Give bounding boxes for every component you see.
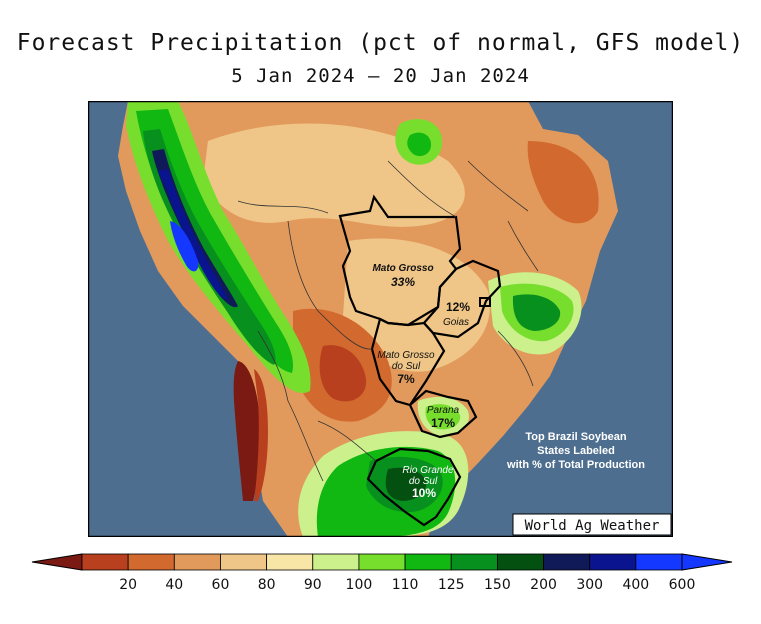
wet-zone-east-core	[512, 294, 561, 331]
state-name-line2: do Sul	[392, 361, 421, 372]
legend-tick-label: 110	[392, 577, 419, 593]
legend-swatch	[312, 553, 360, 571]
precipitation-map: Mato Grosso 33% 12% Goias Mato Grosso do…	[88, 101, 673, 537]
dry-zone-west-core	[319, 345, 367, 402]
legend-swatch	[266, 553, 314, 571]
legend-swatch	[358, 553, 406, 571]
chile-dry-strip-edge	[254, 369, 268, 501]
parana-outline	[408, 389, 478, 439]
state-pct: 7%	[397, 372, 415, 386]
wet-zone-parana-core	[425, 404, 461, 430]
note-line-3: with % of Total Production	[506, 459, 645, 471]
map-note: Top Brazil Soybean States Labeled with %…	[506, 431, 645, 471]
legend-swatch	[173, 553, 221, 571]
goias-outline	[422, 259, 502, 339]
andes-peak-rain	[170, 221, 199, 272]
state-name-line2: do Sul	[409, 476, 438, 487]
legend-colorbar: 20 40 60 80 90 100 110 125 150 200 300 400 600	[31, 553, 733, 593]
state-pct: 10%	[412, 486, 436, 500]
legend-arrow-low	[31, 553, 83, 571]
legend-tick-label: 80	[258, 577, 276, 593]
legend-swatch	[220, 553, 268, 571]
legend-tick-label: 600	[669, 577, 696, 593]
credit-box	[512, 513, 672, 536]
legend-tick-label: 60	[212, 577, 230, 593]
legend-tick-label: 150	[484, 577, 511, 593]
label-mato-grosso: Mato Grosso 33%	[372, 263, 433, 289]
legend-swatch	[496, 553, 544, 571]
state-name-line1: Mato Grosso	[377, 350, 435, 361]
mato-grosso-do-sul-outline	[370, 317, 446, 407]
legend-tick-label: 90	[304, 577, 322, 593]
map-title: Forecast Precipitation (pct of normal, G…	[16, 30, 745, 56]
date-range: 5 Jan 2024 — 20 Jan 2024	[231, 65, 530, 87]
chile-dry-strip	[233, 361, 261, 501]
legend-swatch	[635, 553, 683, 571]
legend-swatch	[589, 553, 637, 571]
state-name: Mato Grosso	[372, 263, 433, 274]
legend-tick-label: 400	[622, 577, 649, 593]
federal-district-outline	[479, 297, 491, 307]
state-name: Goias	[443, 317, 469, 328]
legend-tick-label: 100	[346, 577, 373, 593]
legend-tick-label: 40	[165, 577, 183, 593]
wet-zone-south-max	[385, 467, 427, 501]
label-parana: Parana 17%	[427, 405, 460, 430]
andes-heaviest-rain	[158, 169, 228, 300]
legend-tick-label: 125	[438, 577, 465, 593]
legend-swatch	[81, 553, 129, 571]
wet-spot-north-core	[407, 132, 432, 157]
legend-tick-label: 20	[119, 577, 137, 593]
state-pct: 17%	[431, 416, 455, 430]
country-borders	[237, 160, 539, 482]
legend-swatch	[127, 553, 175, 571]
label-rio-grande-do-sul: Rio Grande do Sul 10%	[402, 465, 454, 500]
legend-swatch	[450, 553, 498, 571]
legend-tick-label: 200	[530, 577, 557, 593]
dry-zone-northeast	[527, 141, 599, 224]
label-goias: 12% Goias	[443, 300, 470, 328]
state-pct: 12%	[446, 300, 470, 314]
legend-swatch	[404, 553, 452, 571]
legend-swatch	[543, 553, 591, 571]
legend-arrow-high	[681, 553, 733, 571]
credit-text: World Ag Weather	[525, 518, 660, 534]
label-mato-grosso-do-sul: Mato Grosso do Sul 7%	[377, 350, 435, 386]
state-name: Parana	[427, 405, 460, 416]
state-pct: 33%	[391, 275, 415, 289]
state-name-line1: Rio Grande	[402, 465, 454, 476]
note-line-1: Top Brazil Soybean	[525, 431, 627, 443]
note-line-2: States Labeled	[537, 445, 615, 457]
rio-grande-do-sul-outline	[366, 447, 462, 527]
legend-tick-label: 300	[576, 577, 603, 593]
